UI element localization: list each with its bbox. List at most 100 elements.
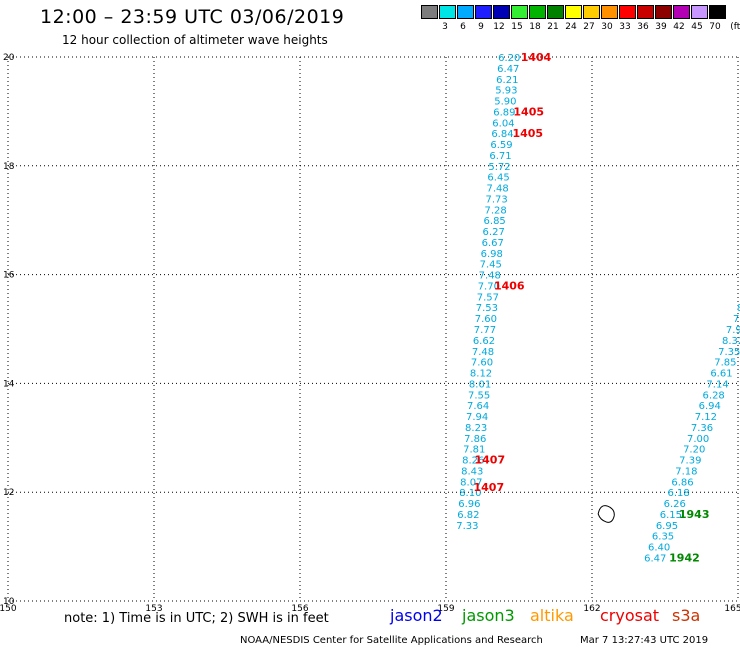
legend-label: 39 bbox=[655, 22, 667, 32]
wave-height-point: 7.86 bbox=[464, 434, 486, 445]
wave-height-point: 7.35 bbox=[718, 347, 740, 358]
wave-height-point: 6.04 bbox=[492, 118, 514, 129]
credit-text: NOAA/NESDIS Center for Satellite Applica… bbox=[240, 635, 543, 646]
wave-height-point: 6.95 bbox=[656, 521, 678, 532]
legend-swatch bbox=[457, 5, 474, 19]
legend-label: 30 bbox=[601, 22, 613, 32]
wave-height-point: 7.73 bbox=[485, 194, 507, 205]
chart-title: 12:00 – 23:59 UTC 03/06/2019 bbox=[40, 6, 345, 28]
wave-height-point: 8.23 bbox=[465, 423, 487, 434]
wave-height-point: 7.60 bbox=[471, 358, 493, 369]
wave-height-point: 7.81 bbox=[463, 445, 485, 456]
y-tick-label: 12 bbox=[3, 488, 14, 498]
wave-height-point: 8.32 bbox=[722, 336, 740, 347]
wave-height-point: 7.95 bbox=[726, 325, 740, 336]
wave-height-point: 8.26 bbox=[462, 456, 484, 467]
legend-label: 36 bbox=[637, 22, 649, 32]
pass-time-label: 1405 bbox=[512, 127, 543, 140]
wave-height-point: 8.10 bbox=[459, 488, 481, 499]
wave-height-point: 7.85 bbox=[714, 358, 736, 369]
wave-height-point: 5.72 bbox=[488, 162, 510, 173]
wave-height-point: 6.21 bbox=[496, 75, 518, 86]
y-tick-label: 16 bbox=[3, 271, 15, 281]
wave-height-point: 7.94 bbox=[466, 412, 488, 423]
legend-label: 9 bbox=[478, 22, 484, 32]
wave-height-point: 7.48 bbox=[479, 271, 501, 282]
satellite-s3a: s3a bbox=[672, 606, 701, 625]
wave-height-point: 5.93 bbox=[495, 86, 517, 97]
wave-height-point: 6.67 bbox=[482, 238, 504, 249]
wave-height-point: 7.60 bbox=[475, 314, 497, 325]
legend-swatch bbox=[421, 5, 438, 19]
legend-swatch bbox=[439, 5, 456, 19]
wave-height-point: 6.62 bbox=[473, 336, 495, 347]
legend-label: 45 bbox=[691, 22, 703, 32]
wave-height-point: 6.18 bbox=[667, 488, 689, 499]
legend-label: 24 bbox=[565, 22, 577, 32]
legend-swatch bbox=[511, 5, 528, 19]
satellite-jason2: jason2 bbox=[390, 606, 443, 625]
legend-swatch bbox=[655, 5, 672, 19]
wave-height-point: 8.0 bbox=[737, 303, 740, 314]
legend-label: 27 bbox=[583, 22, 595, 32]
legend-label: 42 bbox=[673, 22, 685, 32]
wave-height-point: 7.45 bbox=[480, 260, 502, 271]
legend-label: 18 bbox=[529, 22, 541, 32]
legend-label: 21 bbox=[547, 22, 559, 32]
wave-height-point: 6.26 bbox=[664, 499, 686, 510]
pass-time-label: 1942 bbox=[669, 551, 700, 564]
satellite-altika: altika bbox=[530, 606, 574, 625]
legend-swatch bbox=[475, 5, 492, 19]
wave-height-point: 6.59 bbox=[490, 140, 512, 151]
y-tick-label: 10 bbox=[3, 597, 15, 607]
wave-height-point: 7.77 bbox=[474, 325, 496, 336]
wave-height-point: 8.01 bbox=[469, 379, 491, 390]
legend-label: 33 bbox=[619, 22, 631, 32]
wave-height-point: 7.20 bbox=[683, 445, 705, 456]
pass-time-label: 1404 bbox=[521, 51, 552, 64]
wave-height-point: 6.27 bbox=[483, 227, 505, 238]
wave-height-point: 6.89 bbox=[493, 107, 515, 118]
legend-swatch bbox=[583, 5, 600, 19]
legend-swatch bbox=[637, 5, 654, 19]
legend-swatch bbox=[493, 5, 510, 19]
legend-swatch bbox=[601, 5, 618, 19]
y-tick-label: 18 bbox=[3, 162, 15, 172]
wave-height-point: 7.33 bbox=[456, 521, 478, 532]
wave-height-point: 6.82 bbox=[457, 510, 479, 521]
x-tick-label: 162 bbox=[583, 604, 600, 614]
x-tick-label: 165 bbox=[724, 604, 740, 614]
legend-swatch bbox=[547, 5, 564, 19]
wave-height-point: 6.15 bbox=[660, 510, 682, 521]
legend-swatch bbox=[673, 5, 690, 19]
wave-height-point: 7.12 bbox=[695, 412, 717, 423]
wave-height-point: 7.48 bbox=[486, 184, 508, 195]
legend-unit: (ft) bbox=[730, 22, 740, 32]
y-tick-label: 20 bbox=[3, 53, 15, 63]
wave-height-point: 6.35 bbox=[652, 532, 674, 543]
wave-height-point: 7.14 bbox=[706, 379, 728, 390]
wave-height-point: 6.84 bbox=[491, 129, 513, 140]
x-tick-label: 150 bbox=[0, 604, 17, 614]
legend-swatch bbox=[619, 5, 636, 19]
legend-swatch bbox=[565, 5, 582, 19]
x-tick-label: 153 bbox=[145, 604, 162, 614]
wave-height-point: 7.55 bbox=[468, 390, 490, 401]
wave-height-point: 6.47 bbox=[497, 64, 519, 75]
wave-height-point: 7.18 bbox=[675, 466, 697, 477]
legend-label: 6 bbox=[460, 22, 466, 32]
chart-subtitle: 12 hour collection of altimeter wave hei… bbox=[62, 33, 328, 47]
island-outline bbox=[597, 505, 615, 523]
wave-height-point: 7.28 bbox=[485, 205, 507, 216]
wave-height-point: 5.90 bbox=[494, 97, 516, 108]
wave-height-point: 7.36 bbox=[691, 423, 713, 434]
wave-height-point: 6.45 bbox=[487, 173, 509, 184]
wave-height-point: 6.20 bbox=[498, 53, 520, 64]
legend-label: 70 bbox=[709, 22, 721, 32]
wave-height-point: 7.64 bbox=[467, 401, 489, 412]
wave-height-point: 7.53 bbox=[476, 303, 498, 314]
legend-label: 15 bbox=[511, 22, 523, 32]
pass-time-label: 1405 bbox=[513, 105, 544, 118]
pass-time-label: 1406 bbox=[494, 279, 525, 292]
